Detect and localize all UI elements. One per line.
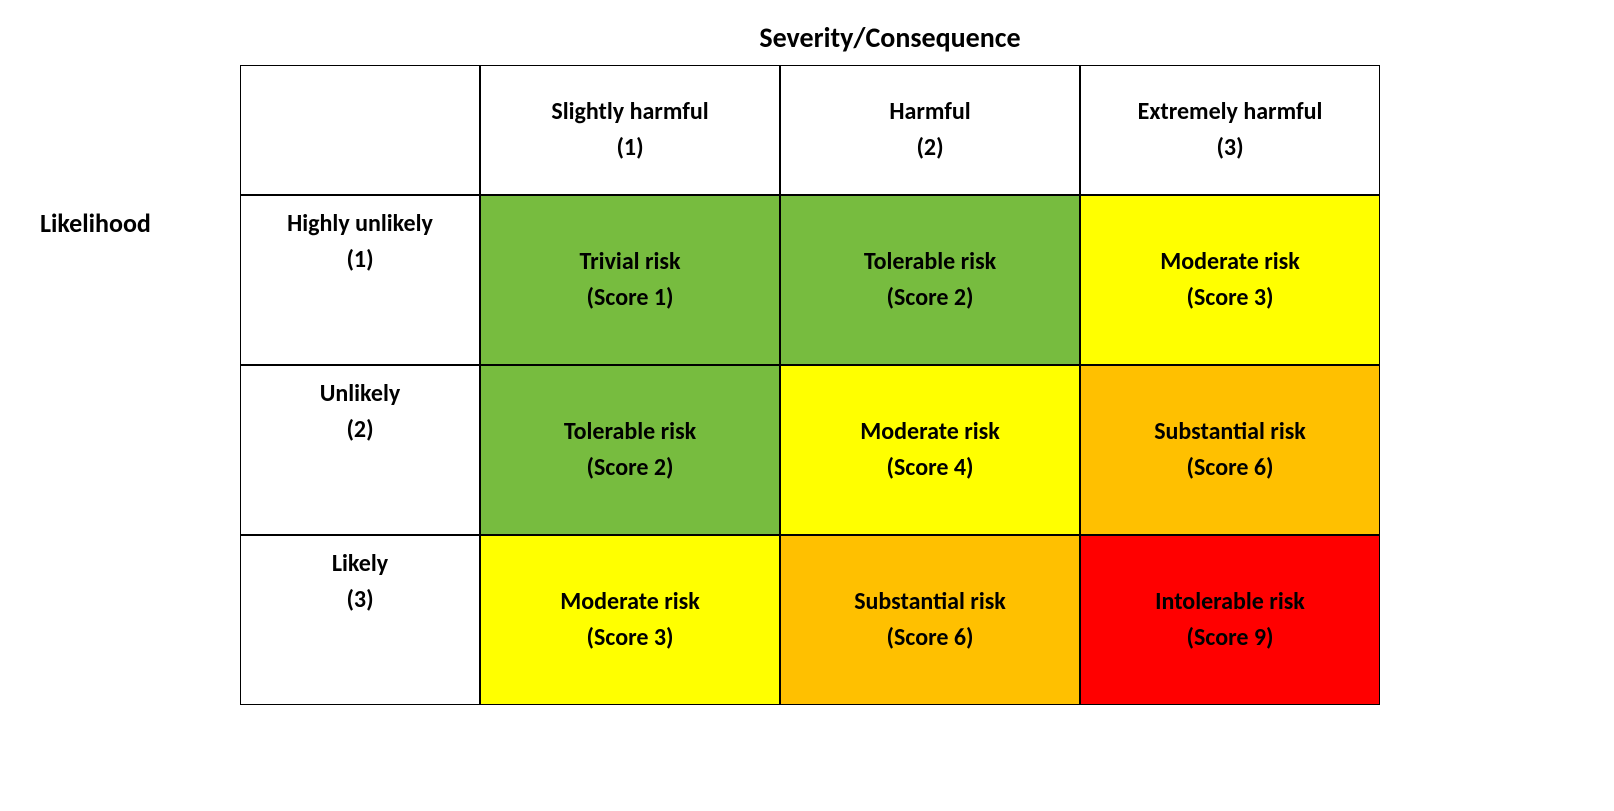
cell-1-1: Trivial risk (Score 1) (480, 195, 780, 365)
row-header-2-score: (2) (346, 412, 373, 448)
cell-1-3: Moderate risk (Score 3) (1080, 195, 1380, 365)
axis-left-title: Likelihood (40, 195, 240, 365)
col-header-2-label: Harmful (889, 94, 970, 130)
corner-cell (240, 65, 480, 195)
row-header-3-label: Likely (332, 546, 388, 582)
cell-3-3-label: Intolerable risk (1155, 584, 1305, 620)
cell-2-3-label: Substantial risk (1154, 414, 1306, 450)
row-header-1-score: (1) (346, 242, 373, 278)
cell-3-1-score: (Score 3) (586, 620, 673, 656)
cell-1-3-label: Moderate risk (1160, 244, 1300, 280)
matrix-grid: Likelihood Slightly harmful (1) Harmful … (40, 65, 1540, 705)
row-header-3: Likely (3) (240, 535, 480, 705)
col-header-2: Harmful (2) (780, 65, 1080, 195)
row-header-3-score: (3) (346, 582, 373, 618)
axis-top-title: Severity/Consequence (240, 20, 1540, 55)
col-header-1-score: (1) (616, 130, 643, 166)
cell-1-1-score: (Score 1) (586, 280, 673, 316)
row-header-1: Highly unlikely (1) (240, 195, 480, 365)
cell-3-3: Intolerable risk (Score 9) (1080, 535, 1380, 705)
cell-3-1-label: Moderate risk (560, 584, 700, 620)
cell-1-2-score: (Score 2) (886, 280, 973, 316)
row-header-1-label: Highly unlikely (287, 206, 433, 242)
risk-matrix: Severity/Consequence Likelihood Slightly… (40, 20, 1540, 705)
cell-1-3-score: (Score 3) (1186, 280, 1273, 316)
cell-1-1-label: Trivial risk (579, 244, 680, 280)
cell-1-2-label: Tolerable risk (864, 244, 996, 280)
col-header-1-label: Slightly harmful (551, 94, 708, 130)
cell-2-3-score: (Score 6) (1186, 450, 1273, 486)
cell-2-2-label: Moderate risk (860, 414, 1000, 450)
col-header-3: Extremely harmful (3) (1080, 65, 1380, 195)
cell-2-1-label: Tolerable risk (564, 414, 696, 450)
cell-2-2: Moderate risk (Score 4) (780, 365, 1080, 535)
cell-1-2: Tolerable risk (Score 2) (780, 195, 1080, 365)
cell-2-3: Substantial risk (Score 6) (1080, 365, 1380, 535)
cell-2-1-score: (Score 2) (586, 450, 673, 486)
row-header-2: Unlikely (2) (240, 365, 480, 535)
row-header-2-label: Unlikely (320, 376, 401, 412)
cell-3-1: Moderate risk (Score 3) (480, 535, 780, 705)
col-header-1: Slightly harmful (1) (480, 65, 780, 195)
col-header-3-label: Extremely harmful (1138, 94, 1323, 130)
cell-3-2-label: Substantial risk (854, 584, 1006, 620)
col-header-2-score: (2) (916, 130, 943, 166)
cell-2-1: Tolerable risk (Score 2) (480, 365, 780, 535)
cell-3-2-score: (Score 6) (886, 620, 973, 656)
cell-3-2: Substantial risk (Score 6) (780, 535, 1080, 705)
col-header-3-score: (3) (1216, 130, 1243, 166)
cell-2-2-score: (Score 4) (886, 450, 973, 486)
cell-3-3-score: (Score 9) (1186, 620, 1273, 656)
